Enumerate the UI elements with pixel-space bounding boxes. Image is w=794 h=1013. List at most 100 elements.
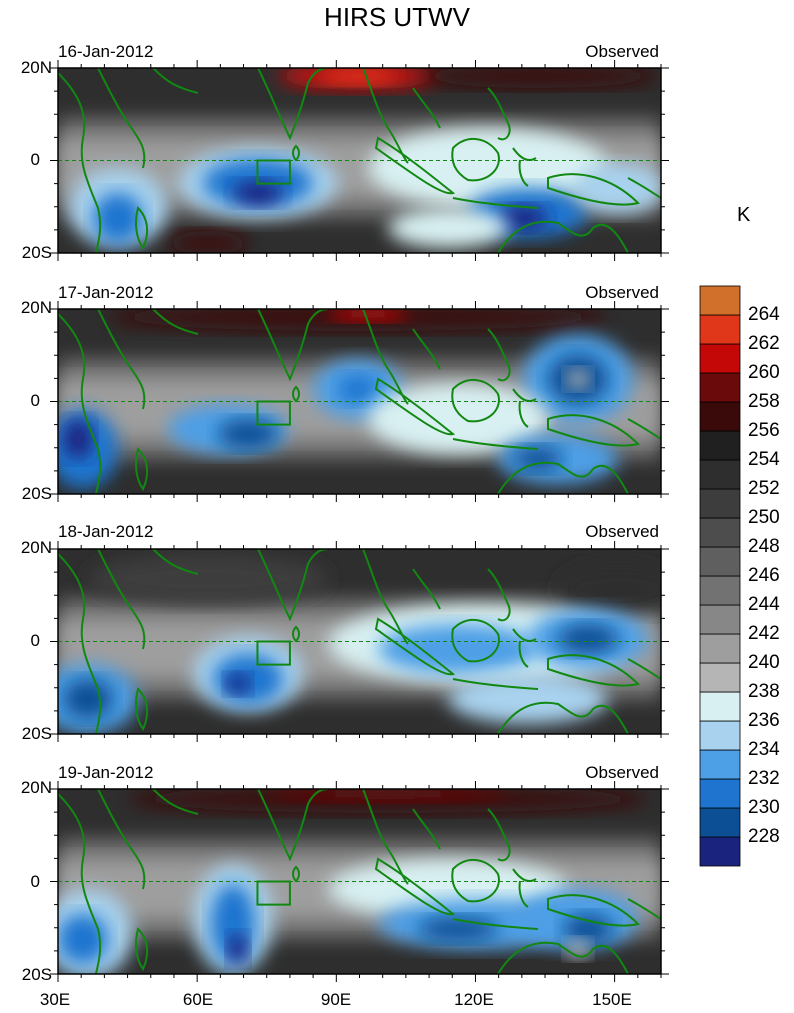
colorbar-swatch (699, 546, 741, 577)
panel-1-label: Observed (585, 42, 659, 61)
lat-label-20n-p1: 20N (20, 58, 52, 77)
lat-label-20n-p3: 20N (20, 538, 52, 557)
map-panel-4 (50, 781, 669, 982)
field-contour (558, 564, 661, 614)
colorbar-swatch (699, 459, 741, 490)
utwv-field (58, 549, 661, 734)
colorbar-level-label: 254 (748, 449, 780, 470)
colorbar-level-label: 236 (748, 710, 780, 731)
colorbar-level-label: 232 (748, 768, 780, 789)
field-contour (268, 789, 508, 801)
panel-2-label: Observed (585, 283, 659, 302)
colorbar-swatch (699, 488, 741, 519)
field-contour (168, 231, 248, 253)
colorbar-level-label: 262 (748, 333, 780, 354)
colorbar-swatch (699, 343, 741, 374)
field-contour (58, 914, 108, 964)
colorbar-swatch (699, 749, 741, 780)
field-contour (566, 369, 590, 389)
lon-label-60e: 60E (182, 990, 214, 1009)
colorbar-swatch (699, 575, 741, 606)
field-contour (388, 208, 508, 248)
colorbar-swatch (699, 778, 741, 809)
colorbar-level-label: 252 (748, 478, 780, 499)
colorbar-swatch (699, 691, 741, 722)
colorbar-level-label: 240 (748, 652, 780, 673)
colorbar-level-label: 230 (748, 797, 780, 818)
figure-title: HIRS UTWV (324, 2, 470, 32)
map-panel-1 (50, 60, 669, 261)
colorbar-swatch (699, 604, 741, 635)
field-contour (563, 914, 613, 944)
field-contour (226, 674, 250, 694)
colorbar-swatch (699, 430, 741, 461)
field-contour (418, 68, 658, 88)
colorbar-swatch (699, 720, 741, 751)
lat-label-20n-p2: 20N (20, 298, 52, 317)
field-contour (513, 447, 563, 471)
colorbar-level-label: 260 (748, 362, 780, 383)
colorbar-level-label: 228 (748, 826, 780, 847)
colorbar-swatch (699, 662, 741, 693)
colorbar-swatch (699, 401, 741, 432)
colorbar-level-label: 264 (748, 304, 780, 325)
colorbar (699, 285, 741, 867)
lat-label-0-p2: 0 (30, 391, 40, 410)
panel-3-label: Observed (585, 522, 659, 541)
colorbar-swatch (699, 807, 741, 838)
field-contour (233, 181, 283, 205)
lat-label-20s-p2: 20S (21, 484, 52, 503)
lat-label-20s-p1: 20S (21, 243, 52, 262)
field-contour (558, 624, 618, 654)
colorbar-level-label: 242 (748, 623, 780, 644)
lon-label-90e: 90E (320, 990, 352, 1009)
field-contour (218, 419, 278, 449)
lat-label-20n-p4: 20N (20, 778, 52, 797)
panel-4-date: 19-Jan-2012 (58, 763, 154, 782)
panel-4-label: Observed (585, 763, 659, 782)
lat-label-0-p3: 0 (30, 631, 40, 650)
panel-1-date: 16-Jan-2012 (58, 42, 154, 61)
colorbar-swatch (699, 633, 741, 664)
field-contour (328, 309, 408, 321)
colorbar-swatch (699, 372, 741, 403)
colorbar-level-label: 238 (748, 681, 780, 702)
field-contour (318, 68, 398, 84)
field-contour (338, 375, 378, 403)
colorbar-swatch (699, 517, 741, 548)
region-box (256, 880, 291, 906)
colorbar-level-label: 250 (748, 507, 780, 528)
map-panel-2 (50, 301, 669, 502)
lon-label-120e: 120E (454, 990, 494, 1009)
colorbar-swatch (699, 314, 741, 345)
region-box (256, 400, 291, 426)
field-contour (228, 934, 248, 964)
colorbar-level-label: 244 (748, 594, 780, 615)
region-box (256, 640, 291, 666)
colorbar-swatch (699, 285, 741, 316)
colorbar-level-label: 246 (748, 565, 780, 586)
colorbar-swatch (699, 836, 741, 867)
colorbar-level-label: 248 (748, 536, 780, 557)
field-contour (93, 193, 143, 243)
map-panel-3 (50, 541, 669, 742)
utwv-field (58, 789, 661, 974)
utwv-field (58, 309, 661, 494)
lat-label-0-p1: 0 (30, 150, 40, 169)
field-contour (88, 554, 328, 604)
field-contour (498, 206, 548, 230)
colorbar-level-label: 234 (748, 739, 780, 760)
region-box (256, 159, 291, 185)
lat-label-0-p4: 0 (30, 872, 40, 891)
colorbar-level-label: 258 (748, 391, 780, 412)
lat-label-20s-p4: 20S (21, 965, 52, 984)
field-contour (63, 679, 113, 719)
panel-3-date: 18-Jan-2012 (58, 522, 154, 541)
utwv-field (58, 68, 661, 253)
colorbar-level-label: 256 (748, 420, 780, 441)
lat-label-20s-p3: 20S (21, 724, 52, 743)
panel-2-date: 17-Jan-2012 (58, 283, 154, 302)
field-contour (63, 419, 93, 459)
lon-label-30e: 30E (39, 990, 71, 1009)
